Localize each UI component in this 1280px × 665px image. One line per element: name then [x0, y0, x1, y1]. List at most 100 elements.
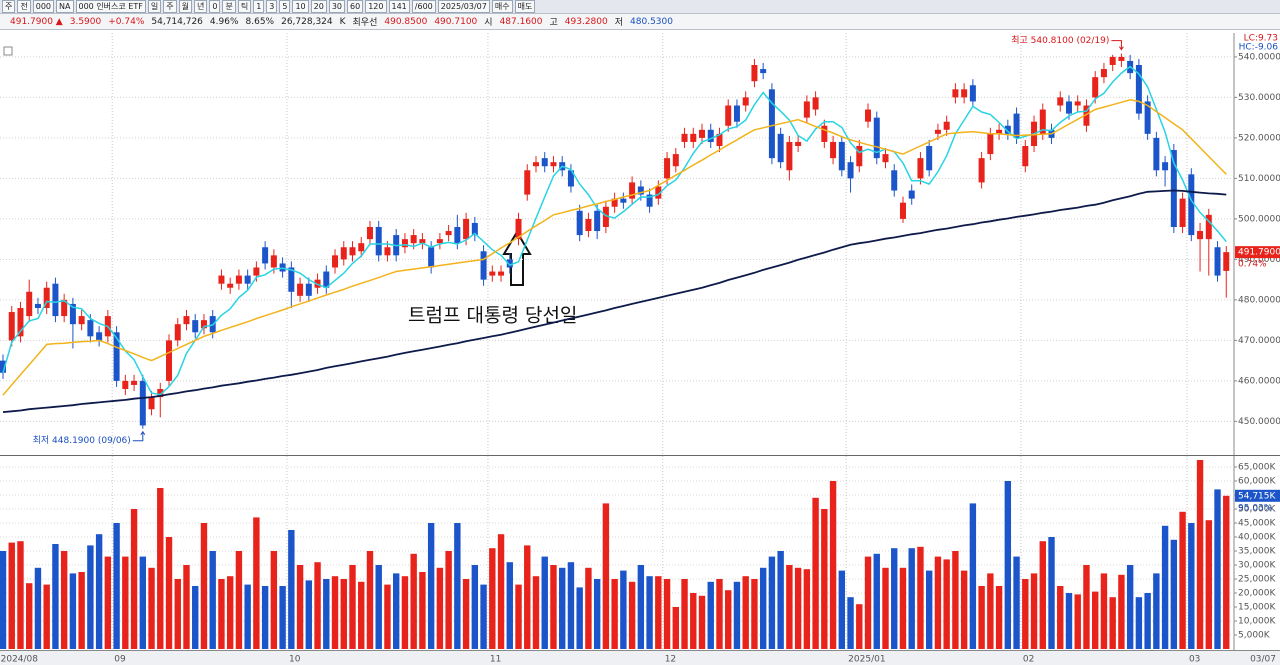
volume-bar	[637, 564, 645, 649]
volume-bar	[165, 536, 173, 649]
candle-body	[882, 154, 889, 163]
candle-body	[655, 186, 662, 199]
toolbar-button[interactable]: 141	[388, 0, 410, 13]
volume-bar	[0, 550, 7, 649]
candle-body	[1109, 56, 1116, 65]
candle-body	[541, 158, 548, 167]
volume-bar	[899, 567, 907, 649]
quote-field: +0.74%	[108, 16, 145, 27]
volume-bar	[244, 584, 251, 649]
volume-ratio-label: 95.03%	[1238, 503, 1273, 513]
volume-bar	[314, 562, 321, 649]
volume-bar	[296, 564, 304, 649]
toolbar-button[interactable]: 60	[347, 0, 364, 13]
volume-bar	[681, 578, 688, 649]
volume-bar	[445, 550, 452, 649]
volume-bar	[1048, 536, 1055, 649]
toolbar-button[interactable]: 주	[163, 0, 177, 13]
candle-body	[926, 145, 933, 171]
toolbar-button[interactable]: 0	[209, 0, 221, 13]
volume-bar	[1057, 585, 1064, 649]
toolbar-button[interactable]: 매수	[491, 0, 513, 13]
toolbar-button[interactable]: 10	[292, 0, 309, 13]
x-tick-label: 12	[665, 655, 676, 665]
y-tick-label: 530.0000	[1238, 93, 1280, 103]
lc-label: LC:9.73	[1244, 34, 1278, 44]
moving-averages	[2, 65, 1227, 413]
volume-bar	[515, 584, 522, 649]
candle-body	[646, 194, 653, 207]
volume-bar	[331, 576, 339, 649]
candle-body	[1013, 113, 1020, 138]
toolbar-button[interactable]: 월	[178, 0, 192, 13]
volume-bar	[690, 592, 697, 649]
quote-field: 4.96%	[209, 16, 239, 27]
toolbar-button[interactable]: 000 인버스코 ETF	[75, 0, 146, 13]
volume-bar	[261, 585, 269, 649]
event-label: 트럼프 대통령 당선일	[408, 305, 577, 327]
volume-bar	[1126, 564, 1134, 649]
toolbar-button[interactable]: NA	[56, 0, 74, 13]
toolbar-button[interactable]: 일	[147, 0, 162, 13]
toolbar-button[interactable]: 20	[310, 0, 327, 13]
high-arrow	[1111, 40, 1124, 51]
y2-tick-label: 65,000K	[1238, 462, 1276, 472]
toolbar-button[interactable]: 전	[17, 0, 31, 13]
candle-body	[760, 69, 767, 74]
candle-body	[576, 210, 583, 236]
quote-field: 480.5300	[630, 16, 673, 27]
candle-body	[340, 247, 347, 260]
candle-body	[768, 89, 775, 159]
toolbar-button[interactable]: 30	[328, 0, 346, 13]
candle-body	[567, 170, 574, 187]
candle-body	[987, 133, 994, 155]
y2-tick-label: 50,000K	[1238, 504, 1276, 514]
toolbar-button[interactable]: 120	[365, 0, 387, 13]
volume-bar	[87, 545, 94, 649]
candle-body	[1092, 77, 1099, 98]
toolbar-button[interactable]: 년	[193, 0, 208, 13]
quote-field: 고	[549, 18, 558, 28]
toolbar-button[interactable]: /600	[411, 0, 436, 13]
volume-bar	[672, 606, 679, 649]
candle-body	[1022, 145, 1029, 167]
volume-bar	[69, 573, 77, 649]
volume-bar	[847, 597, 854, 649]
volume-bar	[934, 556, 942, 649]
candle-body	[524, 170, 531, 195]
candle-body	[297, 283, 304, 296]
candle-body	[358, 243, 365, 252]
toolbar-button[interactable]: 000	[32, 0, 55, 13]
y-tick-label: 500.0000	[1238, 214, 1280, 224]
toolbar-button[interactable]: 2025/03/07	[437, 0, 490, 13]
moving-average-line	[2, 189, 1227, 413]
volume-bar	[803, 569, 811, 649]
volume-bar	[1161, 525, 1169, 649]
low-label: 최저 448.1900 (09/06)	[33, 435, 131, 446]
y2-tick-label: 25,000K	[1238, 574, 1276, 584]
volume-bar	[8, 542, 15, 649]
volume-bar	[663, 578, 671, 649]
candle-body	[602, 206, 609, 227]
volume-bar	[366, 550, 374, 649]
toolbar-button[interactable]: 분	[222, 0, 236, 13]
x-tick-label: 02	[1023, 655, 1034, 665]
candle-body	[637, 186, 644, 195]
candle-body	[812, 97, 819, 110]
toolbar-button[interactable]: 5	[279, 0, 291, 13]
volume-bar	[226, 576, 234, 649]
toolbar-button[interactable]: 주	[2, 0, 16, 13]
toolbar-button[interactable]: 틱	[237, 0, 252, 13]
volume-bar	[716, 578, 723, 649]
candle-body	[786, 141, 793, 171]
candle-body	[1039, 109, 1046, 134]
volume-bar	[1013, 556, 1020, 649]
toolbar-button[interactable]: 1	[253, 0, 265, 13]
volume-bar	[733, 581, 741, 649]
candle-body	[961, 89, 968, 98]
toolbar-button[interactable]: 매도	[514, 0, 536, 13]
volume-bar	[891, 548, 898, 649]
toolbar-button[interactable]: 3	[266, 0, 278, 13]
y-tick-label: 540.0000	[1238, 52, 1280, 62]
volume-bar	[698, 595, 706, 649]
